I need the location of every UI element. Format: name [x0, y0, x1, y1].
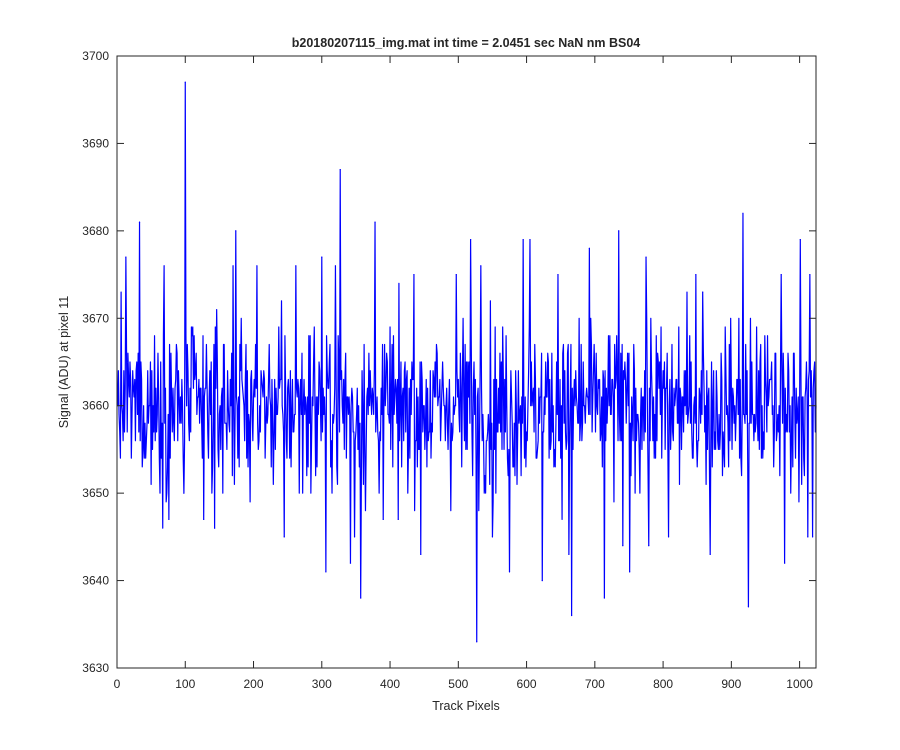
data-point	[811, 536, 814, 538]
x-tick-label: 900	[721, 677, 741, 691]
data-point	[645, 256, 647, 258]
x-tick-label: 100	[175, 677, 195, 691]
data-point	[455, 273, 457, 276]
data-point	[470, 239, 472, 241]
x-tick-label: 400	[380, 677, 400, 691]
data-point	[588, 247, 590, 249]
data-point	[780, 273, 782, 276]
axes-box	[116, 55, 817, 669]
y-axis-label: Signal (ADU) at pixel 11	[57, 296, 71, 429]
data-layer	[117, 81, 817, 643]
data-point	[214, 527, 216, 529]
data-point	[799, 239, 801, 241]
data-point	[476, 641, 478, 643]
data-point	[360, 597, 362, 599]
data-point	[186, 405, 188, 407]
data-point	[138, 221, 141, 223]
data-point	[321, 256, 323, 258]
data-point	[618, 230, 620, 232]
data-point	[529, 239, 531, 241]
axes-layer: 0 100 200 300 400 500 600 700 800 900 1000 3630 3640…	[82, 49, 817, 691]
data-point	[353, 536, 356, 538]
data-point	[203, 518, 205, 520]
y-tick-label: 3630	[82, 661, 109, 675]
data-point	[603, 597, 605, 599]
x-axis-label: Track Pixels	[432, 699, 500, 713]
data-point	[648, 545, 650, 547]
data-point	[183, 492, 185, 494]
data-point	[784, 562, 786, 564]
y-tick-label: 3640	[82, 574, 109, 588]
data-point	[339, 169, 341, 171]
x-tick-label: 300	[312, 677, 332, 691]
data-point	[557, 273, 559, 276]
data-point	[420, 553, 422, 555]
data-point	[413, 273, 415, 276]
y-tick-label: 3660	[82, 399, 109, 413]
data-point	[809, 273, 811, 276]
data-point	[807, 536, 809, 538]
data-point	[125, 256, 127, 258]
x-tick-label: 1000	[786, 677, 813, 691]
data-point	[168, 518, 170, 520]
data-point	[283, 536, 285, 538]
y-tick-label: 3680	[82, 224, 109, 238]
data-point	[742, 212, 744, 214]
data-point	[491, 536, 494, 538]
data-point	[184, 81, 186, 83]
y-tick-label: 3690	[82, 136, 109, 150]
x-tick-label: 0	[114, 677, 121, 691]
data-point	[747, 606, 750, 608]
data-point	[397, 518, 399, 520]
data-point	[622, 545, 624, 547]
chart-title: b20180207115_img.mat int time = 2.0451 s…	[292, 36, 641, 50]
data-point	[256, 265, 258, 267]
data-point	[325, 571, 327, 573]
data-point	[163, 265, 165, 267]
data-point	[382, 518, 384, 520]
data-point	[571, 614, 573, 617]
data-point	[744, 422, 746, 424]
data-point	[709, 553, 711, 555]
data-point	[295, 265, 297, 267]
x-tick-label: 800	[653, 677, 673, 691]
data-point	[374, 221, 376, 223]
x-tick-label: 700	[585, 677, 605, 691]
data-point	[629, 571, 631, 573]
data-point	[695, 273, 697, 276]
series-line	[117, 81, 817, 643]
data-point	[568, 553, 570, 555]
y-tick-label: 3700	[82, 49, 109, 63]
data-point	[480, 265, 482, 267]
data-point	[522, 239, 524, 241]
data-point	[334, 265, 337, 267]
data-point	[702, 291, 704, 293]
y-tick-label: 3650	[82, 486, 109, 500]
data-point	[349, 562, 352, 564]
x-tick-label: 600	[517, 677, 537, 691]
y-tick-label: 3670	[82, 311, 109, 325]
data-point	[235, 230, 237, 232]
data-point	[667, 536, 670, 538]
x-tick-label: 500	[448, 677, 468, 691]
data-point	[232, 265, 234, 267]
x-tick-label: 200	[244, 677, 264, 691]
data-point	[541, 579, 543, 582]
data-point	[508, 571, 511, 573]
